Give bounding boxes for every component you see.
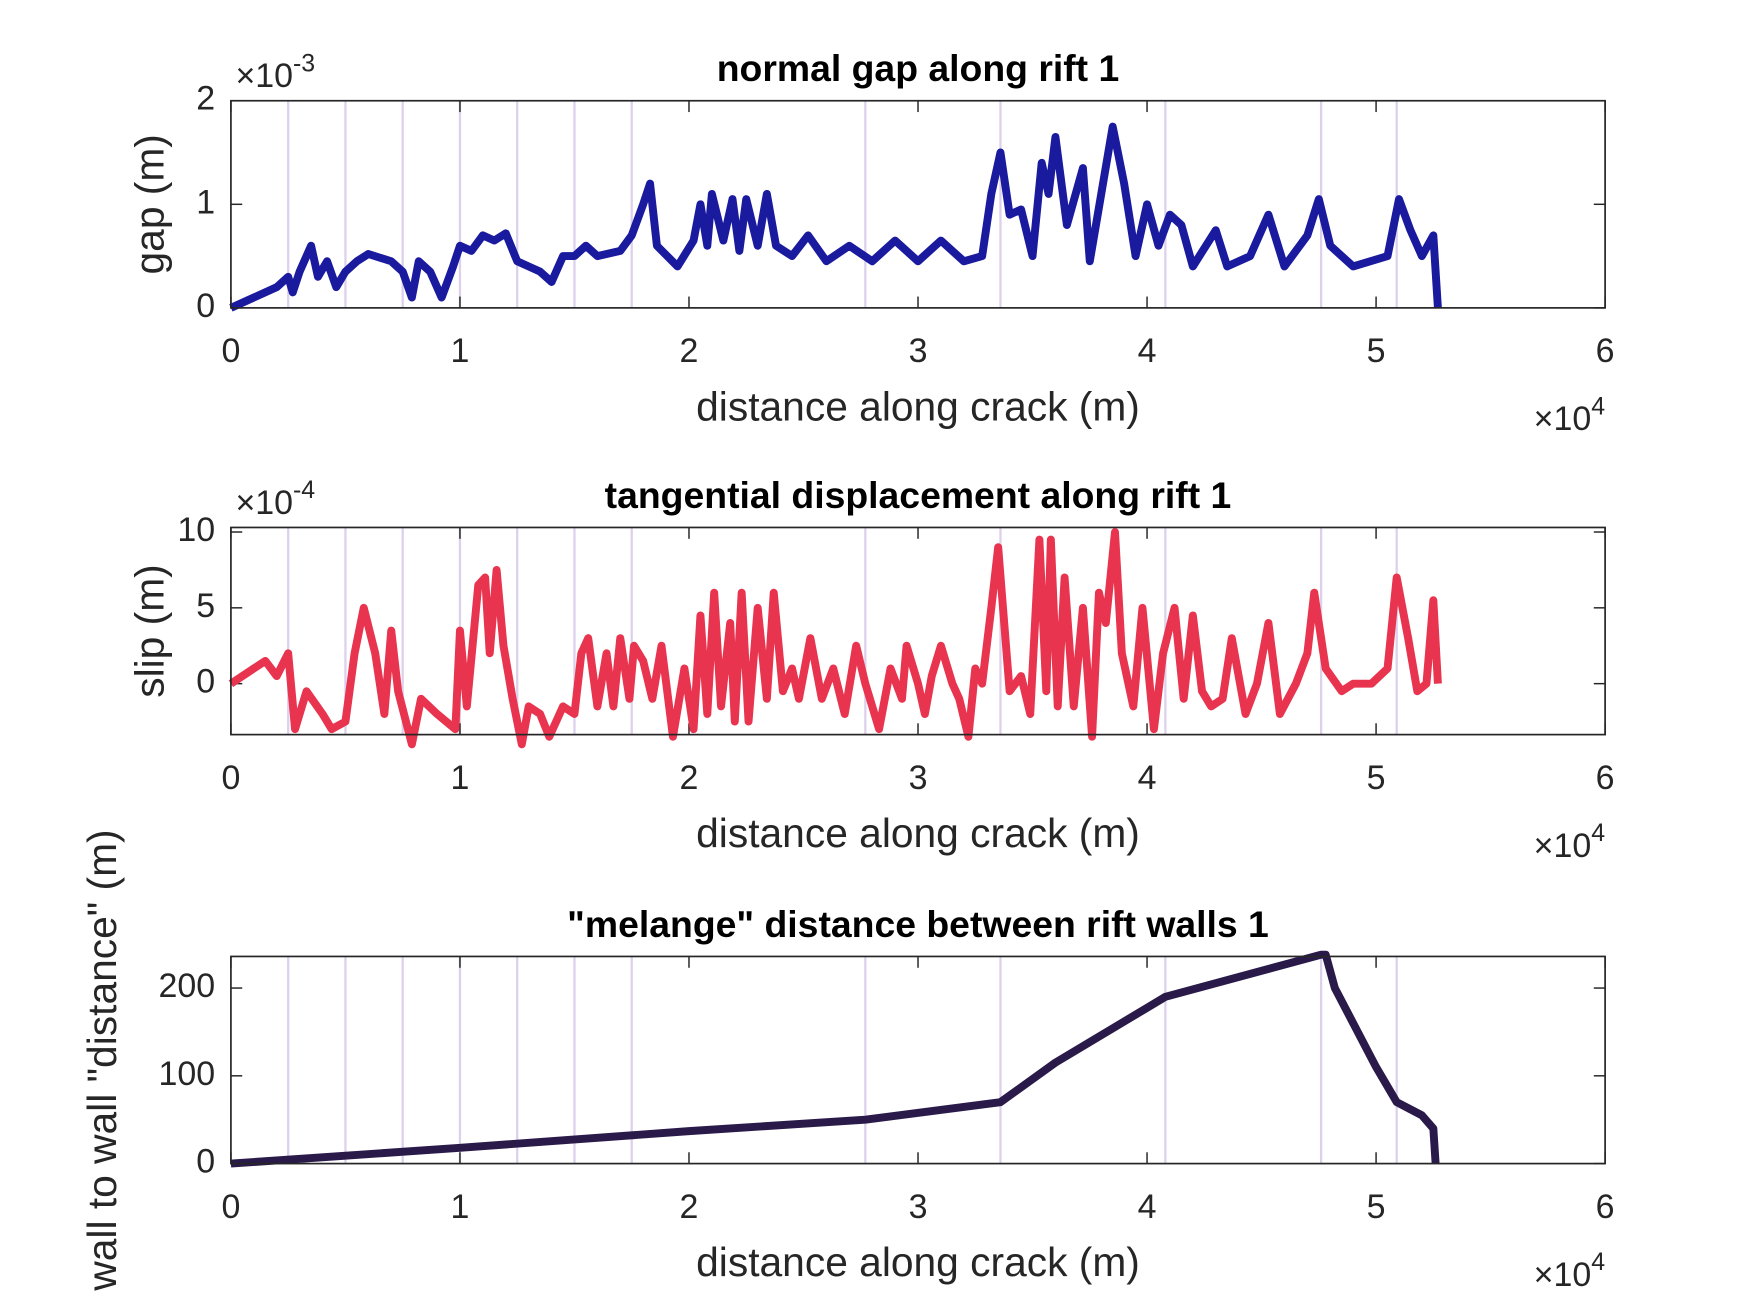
y-multiplier-exponent: -3	[293, 49, 315, 77]
x-multiplier: ×104	[1534, 1248, 1606, 1294]
y-tick-label: 2	[196, 80, 215, 118]
x-tick-label: 1	[451, 759, 470, 797]
x-multiplier-exponent: 4	[1591, 392, 1605, 420]
y-multiplier-base: ×10	[235, 57, 293, 95]
y-multiplier: ×10-4	[235, 476, 315, 522]
chart-title: tangential displacement along rift 1	[605, 474, 1232, 516]
x-multiplier-exponent: 4	[1591, 1248, 1605, 1276]
x-axis-label: distance along crack (m)	[696, 1239, 1140, 1285]
y-tick-label: 1	[196, 183, 215, 221]
y-tick-label: 0	[196, 663, 215, 701]
y-tick-label: 0	[196, 1143, 215, 1181]
x-tick-label: 4	[1138, 759, 1157, 797]
y-tick-label: 5	[196, 587, 215, 625]
x-tick-label: 6	[1596, 1188, 1615, 1226]
y-tick-label: 100	[158, 1055, 215, 1093]
x-multiplier-base: ×10	[1534, 400, 1592, 438]
x-tick-label: 1	[451, 1188, 470, 1226]
x-tick-label: 4	[1138, 1188, 1157, 1226]
y-tick-label: 10	[177, 511, 215, 549]
y-multiplier-base: ×10	[235, 484, 293, 522]
x-multiplier-base: ×10	[1534, 827, 1592, 865]
x-tick-label: 6	[1596, 759, 1615, 797]
x-tick-label: 3	[909, 759, 928, 797]
x-tick-label: 1	[451, 332, 470, 370]
y-axis-label: wall to wall "distance" (m)	[79, 829, 125, 1291]
axes-box	[230, 526, 1606, 736]
x-axis-label: distance along crack (m)	[696, 384, 1140, 430]
x-multiplier: ×104	[1534, 392, 1606, 438]
plot-area	[230, 527, 1606, 735]
x-tick-label: 0	[221, 332, 240, 370]
x-tick-label: 0	[221, 759, 240, 797]
x-multiplier-base: ×10	[1534, 1256, 1592, 1294]
axes-box	[230, 955, 1606, 1165]
data-line	[229, 122, 1442, 312]
x-multiplier-exponent: 4	[1591, 819, 1605, 847]
x-tick-label: 5	[1367, 759, 1386, 797]
y-multiplier: ×10-3	[235, 49, 315, 95]
data-line	[230, 950, 1440, 1168]
y-tick-label: 200	[158, 967, 215, 1005]
x-tick-label: 5	[1367, 332, 1386, 370]
x-axis-label: distance along crack (m)	[696, 810, 1140, 856]
x-tick-label: 2	[680, 332, 699, 370]
y-axis-label: slip (m)	[127, 564, 173, 698]
x-tick-label: 0	[221, 1188, 240, 1226]
x-tick-label: 3	[909, 1188, 928, 1226]
y-tick-label: 0	[196, 287, 215, 325]
x-tick-label: 6	[1596, 332, 1615, 370]
x-tick-label: 4	[1138, 332, 1157, 370]
x-tick-label: 3	[909, 332, 928, 370]
x-tick-label: 5	[1367, 1188, 1386, 1226]
chart-title: normal gap along rift 1	[717, 47, 1120, 89]
x-multiplier: ×104	[1534, 819, 1606, 865]
data-line	[228, 528, 1442, 749]
y-axis-label: gap (m)	[127, 134, 173, 274]
chart-title: "melange" distance between rift walls 1	[567, 903, 1269, 945]
y-multiplier-exponent: -4	[293, 476, 315, 504]
plot-area	[230, 956, 1606, 1164]
x-tick-label: 2	[680, 1188, 699, 1226]
axes-box	[230, 99, 1606, 309]
x-tick-label: 2	[680, 759, 699, 797]
